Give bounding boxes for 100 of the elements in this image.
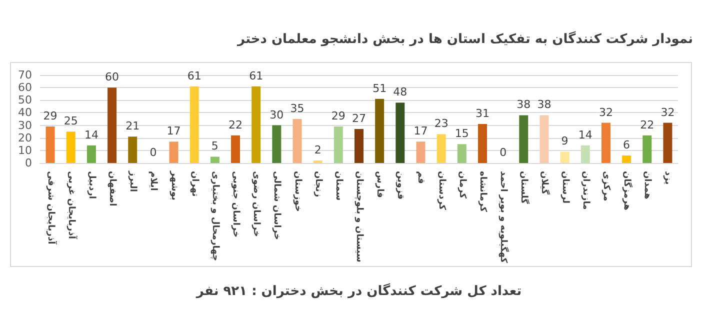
x-tick-label: کهگیلویه و بویر احمد	[498, 171, 510, 264]
text: تعداد کل شرکت کنندگان در بخش دختران : ۹۲۱ نفر	[195, 283, 522, 299]
x-tick-label: کردستان	[436, 171, 446, 211]
x-tick-label: ایلام	[148, 171, 158, 191]
x-tick-label: همدان	[642, 171, 652, 200]
data-label: 30	[270, 108, 284, 122]
x-tick-label: تهران	[189, 171, 200, 197]
bar	[46, 126, 55, 163]
data-label: 17	[414, 124, 428, 138]
x-tick-label: گلستان	[518, 171, 531, 205]
data-label: 61	[187, 69, 202, 82]
x-tick-label: اردبیل	[86, 171, 96, 199]
data-label: 14	[84, 128, 98, 142]
bar	[86, 145, 96, 163]
bar	[457, 144, 466, 163]
bar	[128, 136, 138, 163]
data-label: 14	[578, 128, 592, 142]
data-label: 22	[640, 118, 654, 132]
data-label: 2	[314, 143, 322, 156]
data-label: 17	[166, 124, 181, 138]
bar	[190, 86, 199, 163]
data-label: 35	[290, 102, 304, 115]
y-tick-label: 20	[18, 131, 32, 144]
bar	[601, 122, 610, 163]
bar	[560, 152, 570, 163]
bar	[210, 156, 220, 163]
x-tick-label: خوزستان	[292, 171, 302, 212]
x-tick-label: خراسان شمالی	[272, 171, 282, 240]
bar	[580, 145, 590, 163]
data-label: 60	[105, 70, 120, 84]
data-label: 9	[561, 134, 568, 148]
x-tick-label: کرمانشاه	[477, 171, 488, 213]
x-tick-label: کرمان	[456, 171, 467, 200]
data-label: 32	[660, 106, 675, 119]
data-label: 5	[211, 140, 218, 153]
bar	[354, 129, 364, 163]
x-tick-label: چهارمحال و بختیاری	[210, 171, 220, 262]
y-tick-label: 0	[25, 156, 32, 170]
bar	[313, 160, 322, 163]
y-tick-label: 40	[18, 106, 32, 120]
bar	[66, 132, 76, 163]
bar	[663, 122, 672, 163]
bar	[642, 135, 652, 163]
y-tick-label: 50	[18, 94, 32, 107]
bar	[478, 124, 487, 163]
x-tick-label: هرمزگان	[622, 171, 634, 210]
bar	[334, 126, 343, 163]
x-tick-label: مازندران	[580, 171, 590, 210]
data-label: 31	[475, 107, 490, 120]
x-tick-label: سمنان	[333, 171, 344, 201]
bar	[108, 88, 117, 163]
data-label: 29	[43, 110, 58, 123]
x-tick-label: گیلان	[539, 171, 552, 196]
bar	[231, 135, 240, 163]
x-tick-label: قم	[416, 171, 426, 184]
bar	[540, 115, 549, 163]
data-label: 48	[393, 86, 408, 99]
x-tick-label: فارس	[374, 171, 385, 198]
data-label: 25	[64, 114, 78, 128]
y-tick-label: 10	[18, 144, 32, 157]
bar	[375, 98, 384, 163]
bar	[396, 102, 405, 163]
x-tick-label: زنجان	[312, 171, 323, 198]
bar	[292, 119, 302, 163]
x-tick-label: مرکزی	[600, 171, 611, 202]
data-label: 38	[516, 98, 531, 112]
y-tick-label: 60	[18, 81, 32, 94]
bar	[252, 86, 261, 163]
bar	[622, 155, 632, 163]
data-label: 27	[352, 112, 366, 126]
x-tick-label: البرز	[128, 170, 138, 192]
bar	[436, 134, 446, 163]
data-label: 22	[228, 118, 243, 132]
data-label: 0	[150, 146, 157, 159]
data-label: 15	[454, 127, 469, 140]
chart-title: نمودار شرکت کنندگان به تفکیک استان ها در بخش دانشجو معلمان دختر	[236, 31, 693, 47]
data-label: 61	[249, 69, 264, 82]
y-tick-label: 30	[18, 118, 32, 132]
x-tick-label: لرستان	[560, 171, 570, 204]
data-label: 38	[537, 98, 552, 112]
data-label: 23	[434, 117, 448, 130]
x-tick-label: اصفهان	[107, 171, 118, 206]
data-label: 32	[598, 106, 613, 119]
x-tick-label: بوشهر	[168, 170, 179, 200]
x-tick-label: آذربایجان غربی	[66, 171, 78, 240]
data-label: 51	[372, 82, 387, 95]
data-label: 6	[623, 138, 630, 152]
data-label: 21	[126, 120, 140, 133]
bar	[416, 142, 426, 163]
x-tick-label: سیستان و بلوچستان	[354, 171, 364, 263]
x-tick-label: خراسان رضوی	[251, 171, 262, 237]
x-tick-label: قزوین	[395, 171, 406, 200]
x-tick-label: آذربایجان شرقی	[45, 171, 58, 246]
x-tick-label: خراسان جنوبی	[230, 171, 241, 238]
y-tick-label: 70	[18, 68, 32, 82]
bar	[169, 142, 178, 163]
x-tick-label: یزد	[662, 171, 673, 185]
data-label: 29	[331, 110, 346, 123]
data-label: 0	[500, 146, 507, 159]
bar	[272, 125, 282, 163]
